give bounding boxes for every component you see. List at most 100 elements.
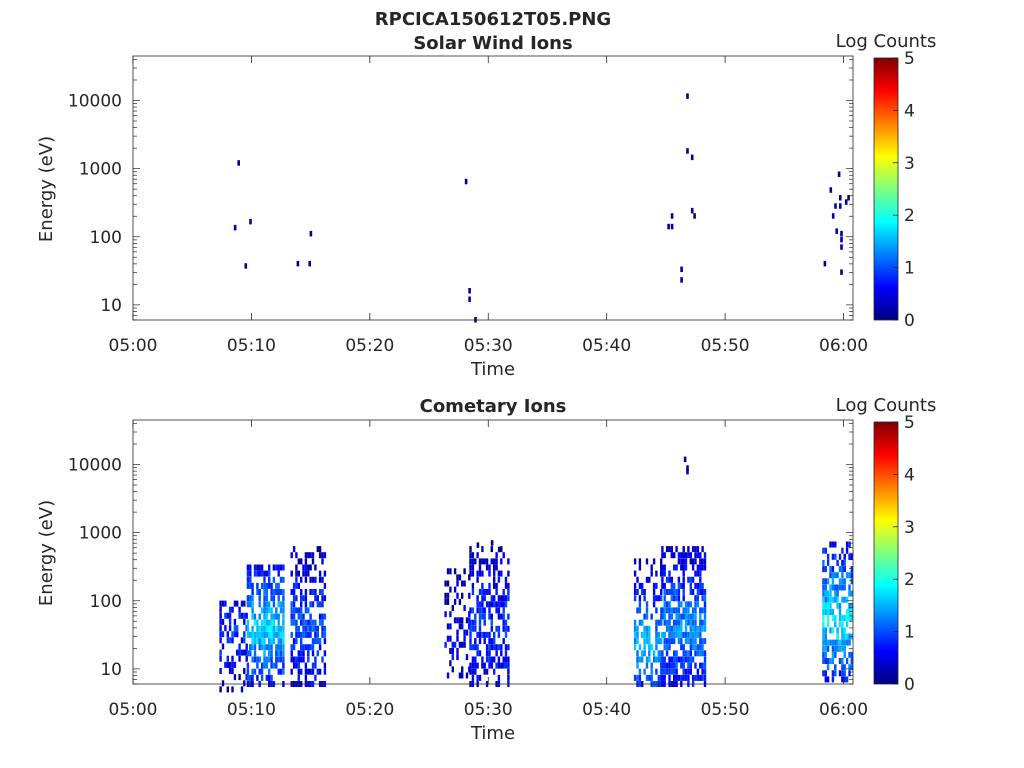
spectrogram-pixel: [279, 564, 283, 571]
spectrogram-pixel: [641, 582, 644, 589]
spectrogram-pixel: [228, 625, 232, 632]
spectrogram-pixel: [295, 564, 298, 571]
x-tick-label: 06:00: [819, 336, 868, 356]
spectrogram-pixel: [495, 582, 498, 589]
spectrogram-pixel: [665, 662, 669, 669]
spectrogram-pixel: [839, 203, 842, 209]
spectrogram-pixel: [836, 639, 839, 646]
spectrogram-pixel: [219, 600, 222, 607]
spectrogram-pixel: [251, 656, 254, 663]
spectrogram-pixel: [507, 589, 510, 595]
spectrogram-pixel: [848, 664, 851, 671]
spectrogram-pixel: [265, 656, 268, 663]
colorbar-tick-label: 4: [904, 101, 915, 121]
spectrogram-pixel: [251, 638, 254, 645]
spectrogram-pixel: [504, 662, 508, 669]
spectrogram-pixel: [221, 618, 225, 625]
spectrogram-pixel: [268, 644, 271, 651]
spectrogram-pixel: [675, 631, 678, 638]
spectrogram-pixel: [673, 631, 676, 638]
spectrogram-pixel: [485, 601, 489, 608]
spectrogram-pixel: [645, 656, 649, 663]
spectrogram-pixel: [314, 619, 317, 626]
spectrogram-pixel: [840, 269, 843, 275]
spectrogram-pixel: [643, 631, 646, 638]
spectrogram-pixel: [304, 644, 308, 651]
spectrogram-pixel: [661, 613, 664, 620]
spectrogram-pixel: [682, 576, 685, 583]
spectrogram-pixel: [701, 589, 704, 595]
spectrogram-pixel: [309, 552, 312, 559]
spectrogram-pixel: [673, 582, 676, 589]
spectrogram-pixel: [297, 662, 300, 669]
spectrogram-pixel: [275, 631, 278, 638]
spectrogram-pixel: [474, 619, 477, 626]
spectrogram-pixel: [826, 664, 830, 671]
spectrogram-pixel: [673, 625, 676, 632]
spectrogram-pixel: [675, 668, 678, 675]
spectrogram-pixel: [691, 589, 695, 595]
spectrogram-pixel: [277, 619, 280, 626]
spectrogram-pixel: [258, 668, 261, 675]
spectrogram-pixel: [673, 589, 676, 595]
spectrogram-pixel: [277, 589, 280, 595]
spectrogram-pixel: [256, 589, 259, 595]
spectrogram-pixel: [824, 602, 827, 609]
spectrogram-pixel: [699, 625, 702, 632]
spectrogram-pixel: [495, 607, 498, 614]
spectrogram-pixel: [680, 674, 683, 681]
spectrogram-pixel: [675, 674, 678, 681]
axes-cometary: 05:00 05:10 05:20 05:30 05:40 05:50 06:00 10 100…: [68, 419, 868, 720]
spectrogram-pixel: [822, 670, 825, 677]
spectrogram-pixel: [675, 607, 678, 614]
spectrogram-pixel: [680, 662, 683, 669]
spectrogram-pixel: [272, 619, 276, 626]
spectrogram-pixel: [295, 595, 298, 602]
spectrogram-pixel: [696, 668, 700, 675]
spectrogram-pixel: [471, 582, 475, 589]
spectrogram-pixel: [277, 650, 280, 657]
spectrogram-pixel: [268, 668, 271, 675]
spectrogram-pixel: [265, 674, 268, 681]
spectrogram-pixel: [323, 625, 327, 632]
spectrogram-pixel: [822, 609, 825, 615]
spectrogram-pixel: [451, 641, 454, 648]
spectrogram-pixel: [841, 664, 844, 671]
spectrogram-pixel: [290, 631, 293, 638]
spectrogram-pixel: [279, 625, 283, 632]
spectrogram-pixel: [670, 656, 673, 663]
spectrogram-pixel: [689, 638, 692, 645]
spectrogram-pixel: [822, 651, 825, 658]
spectrogram-pixel: [309, 601, 312, 608]
spectrogram-pixel: [831, 676, 835, 683]
spectrogram-pixel: [449, 623, 452, 630]
spectrogram-pixel: [246, 570, 250, 577]
spectrogram-pixel: [694, 570, 697, 577]
x-axis-label: Time: [470, 359, 515, 380]
spectrogram-pixel: [474, 638, 477, 645]
spectrogram-pixel: [471, 619, 475, 626]
y-tick-label: 10000: [68, 456, 122, 476]
spectrogram-pixel: [311, 558, 315, 565]
spectrogram-pixel: [838, 578, 842, 585]
spectrogram-pixel: [694, 631, 697, 638]
spectrogram-pixel: [243, 668, 246, 674]
spectrogram-pixel: [502, 595, 505, 602]
spectrogram-pixel: [691, 625, 695, 632]
spectrogram-pixel: [670, 613, 673, 620]
spectrogram-pixel: [243, 649, 246, 656]
spectrogram-pixel: [847, 195, 850, 201]
spectrogram-pixel: [272, 595, 276, 602]
spectrogram-pixel: [304, 589, 308, 595]
spectrogram-pixel: [683, 456, 687, 463]
spectrogram-pixel: [304, 570, 308, 577]
spectrogram-pixel: [677, 558, 681, 565]
spectrogram-pixel: [682, 668, 685, 675]
spectrogram-pixel: [826, 602, 830, 609]
spectrogram-pixel: [845, 615, 849, 622]
spectrogram-pixel: [243, 637, 246, 644]
spectrogram-pixel: [245, 643, 248, 650]
spectrogram-pixel: [650, 613, 653, 620]
spectrogram-pixel: [253, 650, 257, 657]
spectrogram-pixel: [302, 613, 305, 620]
